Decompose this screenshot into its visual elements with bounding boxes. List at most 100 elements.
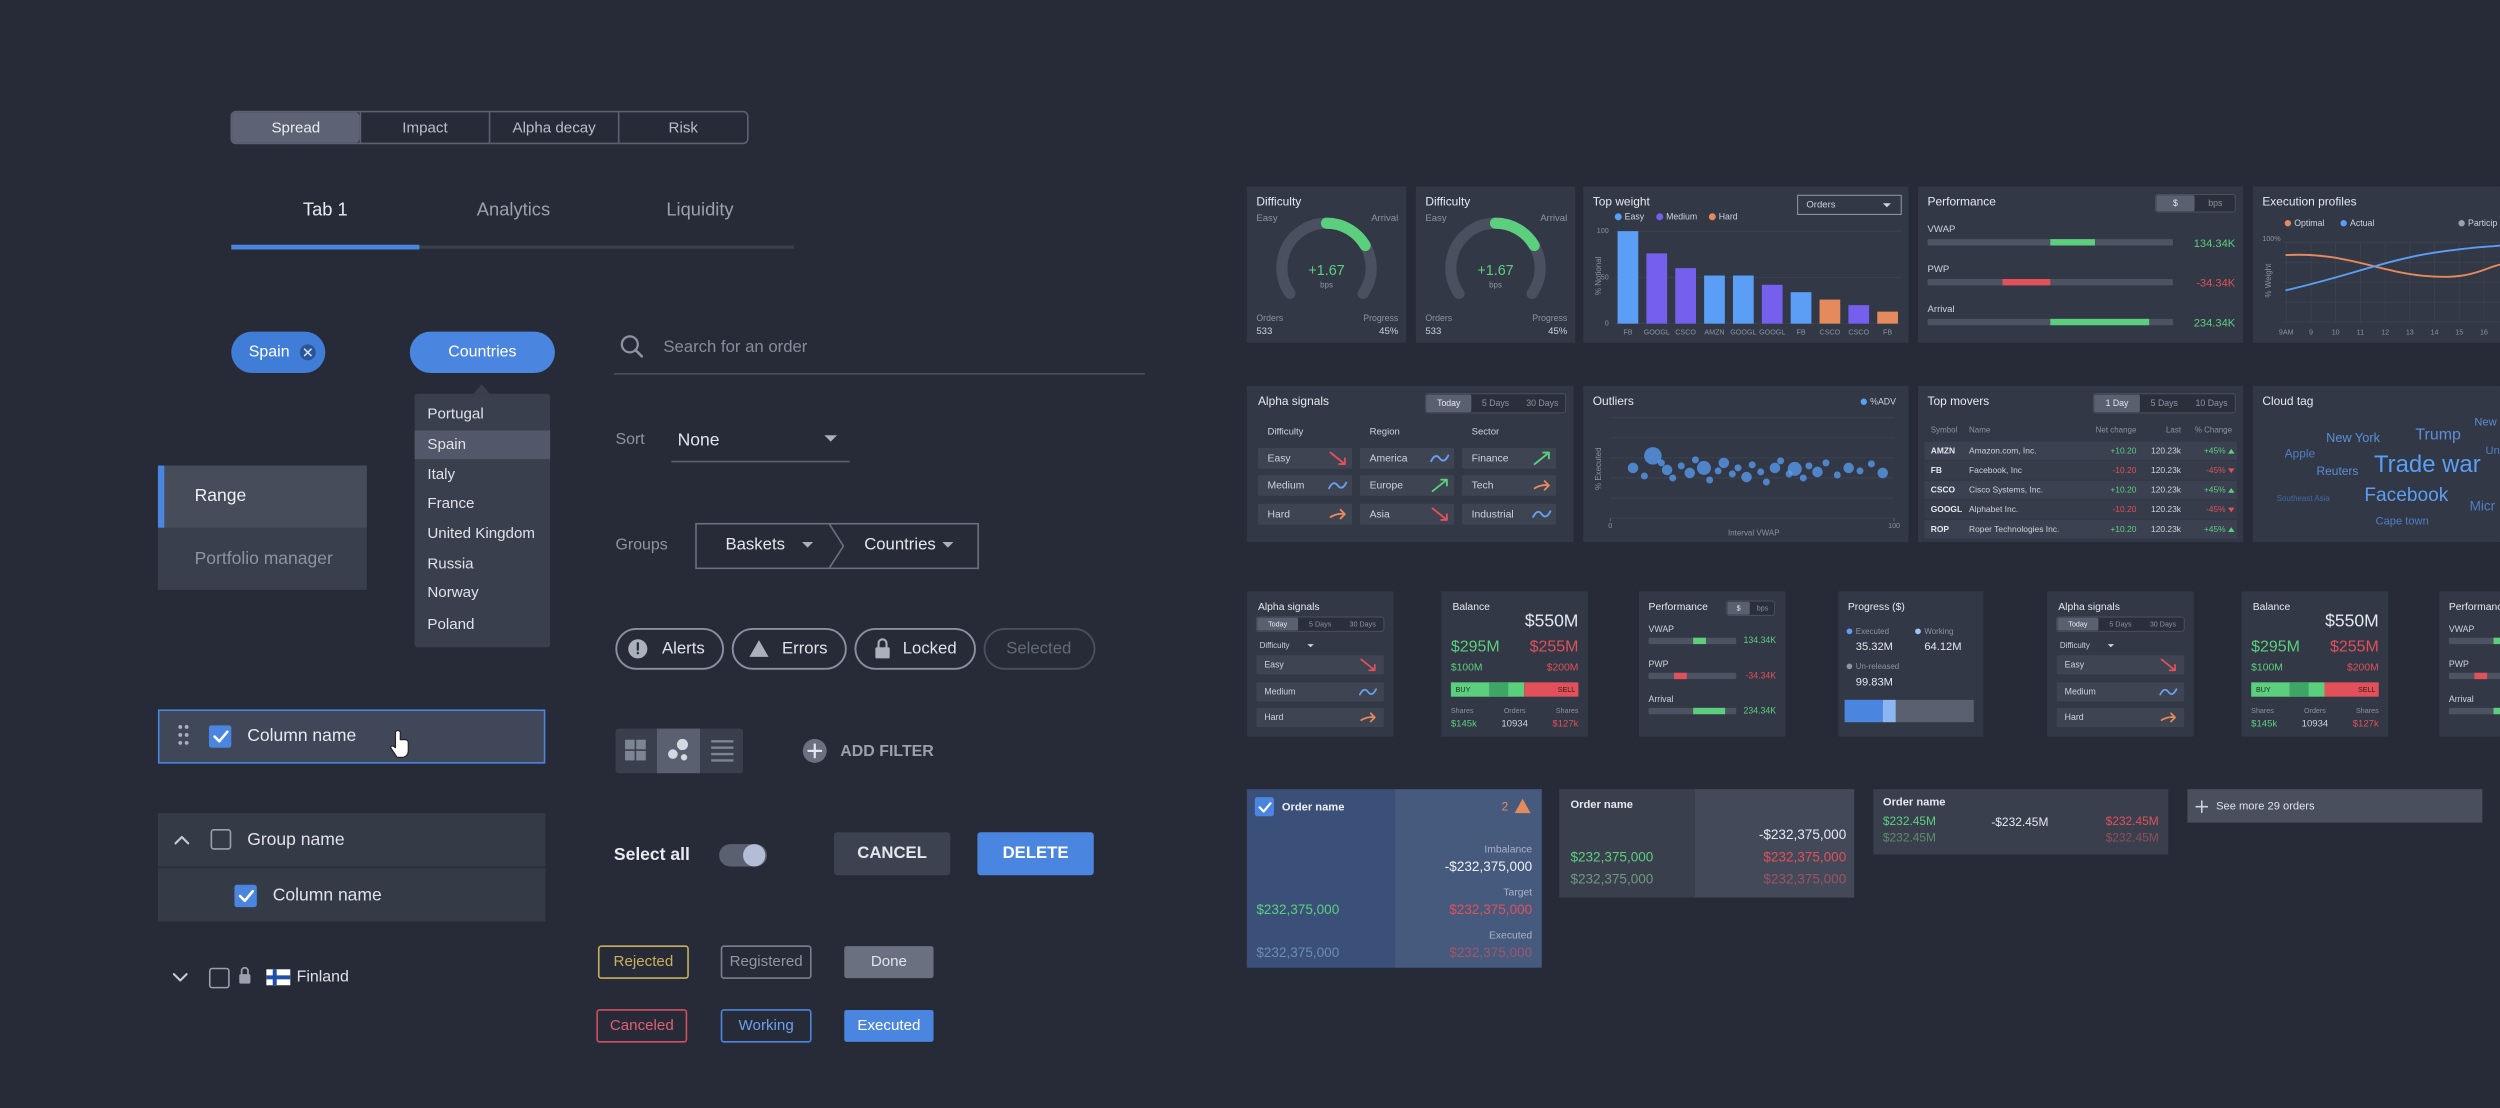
- signal-label[interactable]: Europe: [1370, 481, 1404, 492]
- tag-word[interactable]: Trump: [2415, 426, 2461, 443]
- signal-label[interactable]: Easy: [1268, 454, 1292, 465]
- nav-item[interactable]: Portfolio manager: [195, 548, 333, 568]
- see-more-label[interactable]: See more 29 orders: [2216, 801, 2315, 813]
- tag-word[interactable]: New York: [2326, 430, 2380, 445]
- toggle-label[interactable]: 5 Days: [2109, 621, 2132, 629]
- filter-pill[interactable]: [854, 627, 976, 670]
- tab[interactable]: Analytics: [477, 198, 550, 219]
- dropdown-item[interactable]: United Kingdom: [427, 525, 535, 542]
- signal-item[interactable]: [2056, 707, 2185, 727]
- checkbox-checked[interactable]: [234, 884, 257, 908]
- signal-label[interactable]: Hard: [1264, 712, 1283, 722]
- filter-select[interactable]: Difficulty: [1260, 641, 1290, 650]
- signal-item[interactable]: [1360, 475, 1455, 496]
- signal-label[interactable]: Medium: [2065, 687, 2096, 697]
- dropdown-item[interactable]: Portugal: [427, 406, 483, 423]
- order-card[interactable]: [1559, 789, 1695, 898]
- toggle-active[interactable]: [1426, 394, 1472, 413]
- toggle-label[interactable]: 5 Days: [2151, 398, 2179, 408]
- tag-word[interactable]: Reuters: [2317, 464, 2359, 478]
- signal-item[interactable]: [1462, 475, 1557, 496]
- tag-word[interactable]: Cape town: [2376, 515, 2429, 527]
- cancel-button[interactable]: [833, 832, 951, 876]
- toggle-label[interactable]: Today: [2068, 621, 2088, 629]
- checkbox[interactable]: [210, 829, 232, 850]
- toggle-label[interactable]: bps: [2208, 198, 2223, 208]
- signal-label[interactable]: America: [1370, 454, 1408, 465]
- breadcrumb-item[interactable]: Baskets: [725, 535, 784, 554]
- toggle-active[interactable]: [2156, 195, 2195, 212]
- signal-label[interactable]: Tech: [1472, 481, 1494, 492]
- toggle-label[interactable]: $: [1737, 605, 1741, 613]
- dropdown-item[interactable]: Poland: [427, 616, 474, 633]
- toggle-label[interactable]: 1 Day: [2106, 398, 2129, 408]
- toggle-label[interactable]: Today: [1268, 621, 1288, 629]
- tag-word[interactable]: Southeast Asia: [2277, 494, 2331, 503]
- order-card-compact[interactable]: [1873, 789, 2169, 855]
- button-label[interactable]: DELETE: [1003, 843, 1069, 862]
- toggle-label[interactable]: bps: [1757, 605, 1769, 613]
- dropdown-item[interactable]: Spain: [427, 436, 466, 453]
- toggle-active[interactable]: [2057, 617, 2099, 631]
- signal-item[interactable]: [2056, 655, 2185, 675]
- see-more-button[interactable]: [2187, 789, 2483, 823]
- toggle-label[interactable]: Today: [1437, 398, 1461, 408]
- select[interactable]: [1797, 194, 1902, 215]
- pill-label[interactable]: Alerts: [662, 638, 705, 657]
- chip[interactable]: [231, 331, 326, 374]
- filter-select[interactable]: Difficulty: [2060, 641, 2090, 650]
- signal-item[interactable]: [1256, 682, 1384, 702]
- segment-label[interactable]: Spread: [271, 119, 320, 136]
- toggle-active[interactable]: [2094, 394, 2140, 413]
- signal-item[interactable]: [1257, 447, 1353, 469]
- tag-word[interactable]: Un: [2486, 445, 2500, 457]
- tab[interactable]: Liquidity: [666, 198, 734, 219]
- add-filter-button[interactable]: ADD FILTER: [840, 743, 934, 760]
- segment-active[interactable]: [232, 112, 360, 143]
- signal-item[interactable]: [2056, 682, 2185, 702]
- toggle-label[interactable]: 5 Days: [1482, 398, 1510, 408]
- delete-button[interactable]: [977, 832, 1094, 876]
- signal-label[interactable]: Hard: [2065, 712, 2084, 722]
- toggle-label[interactable]: 30 Days: [1350, 621, 1377, 629]
- dropdown-item[interactable]: Russia: [427, 555, 474, 572]
- toggle-label[interactable]: 30 Days: [1526, 398, 1559, 408]
- signal-item[interactable]: [1256, 707, 1384, 727]
- signal-item[interactable]: [1257, 475, 1353, 496]
- nav-item[interactable]: Range: [195, 485, 247, 505]
- toggle-active[interactable]: [1257, 617, 1299, 631]
- breadcrumb-item[interactable]: Countries: [864, 535, 936, 554]
- checkbox-checked[interactable]: [1254, 797, 1274, 817]
- signal-item[interactable]: [1360, 503, 1455, 525]
- dropdown-item-highlight[interactable]: [414, 430, 551, 460]
- toggle-label[interactable]: 5 Days: [1309, 621, 1332, 629]
- search-placeholder[interactable]: Search for an order: [663, 337, 807, 356]
- toggle-active[interactable]: [1727, 601, 1750, 615]
- signal-item[interactable]: [1256, 655, 1384, 675]
- dropdown-item[interactable]: France: [427, 495, 474, 512]
- signal-label[interactable]: Asia: [1370, 509, 1390, 520]
- segment-label[interactable]: Risk: [669, 119, 699, 136]
- signal-item[interactable]: [1257, 503, 1353, 525]
- chip-dropdown[interactable]: [409, 331, 555, 374]
- tag-word[interactable]: Trade war: [2374, 451, 2481, 478]
- signal-label[interactable]: Finance: [1472, 454, 1509, 465]
- filter-pill[interactable]: [983, 627, 1096, 670]
- signal-label[interactable]: Medium: [1268, 481, 1305, 492]
- segment-label[interactable]: Alpha decay: [512, 119, 596, 136]
- signal-label[interactable]: Industrial: [1472, 509, 1514, 520]
- chip-label[interactable]: Countries: [448, 344, 516, 361]
- button-label[interactable]: CANCEL: [857, 843, 927, 862]
- nav-item-active[interactable]: [157, 465, 367, 528]
- tag-word[interactable]: New: [2474, 416, 2497, 428]
- toggle-label[interactable]: 10 Days: [2196, 398, 2229, 408]
- signal-label[interactable]: Easy: [2065, 660, 2085, 670]
- tag-word[interactable]: Micr: [2470, 499, 2496, 514]
- signal-label[interactable]: Hard: [1268, 509, 1291, 520]
- filter-pill[interactable]: [615, 627, 725, 670]
- view-option-active[interactable]: [656, 728, 700, 774]
- tab[interactable]: Tab 1: [303, 198, 348, 219]
- dropdown-item[interactable]: Norway: [427, 584, 479, 601]
- pill-label[interactable]: Locked: [903, 638, 957, 657]
- signal-item[interactable]: [1360, 447, 1455, 469]
